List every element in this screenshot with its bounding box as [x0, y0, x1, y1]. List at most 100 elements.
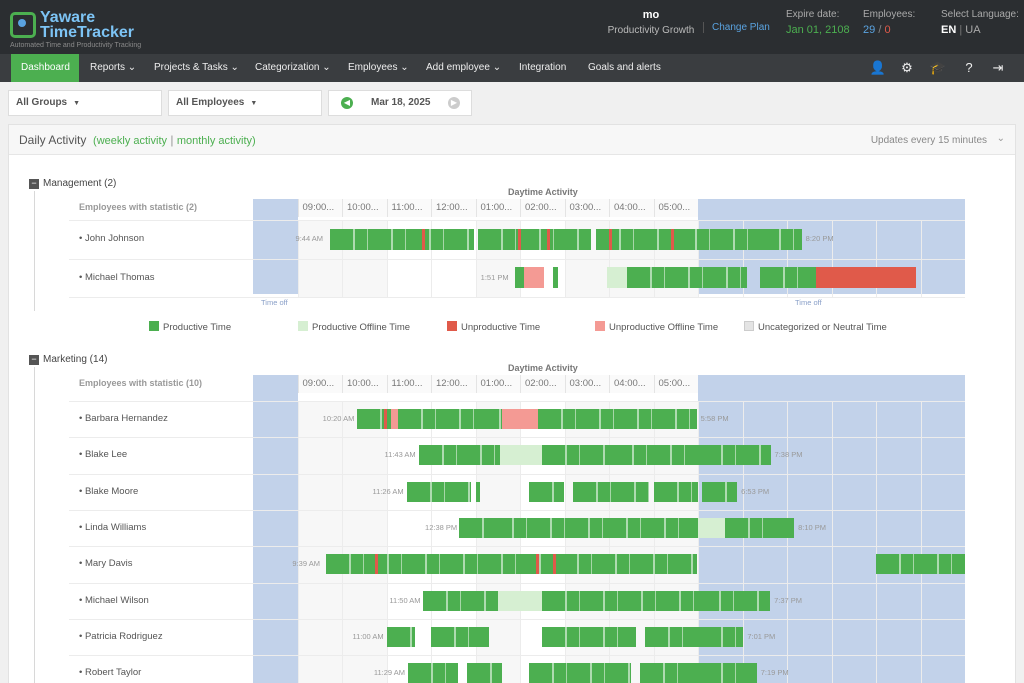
activity-segment-unproductive[interactable] — [384, 409, 388, 430]
activity-segment-productive[interactable] — [329, 228, 475, 250]
activity-segment-productive[interactable] — [595, 228, 756, 250]
activity-segment-productive[interactable] — [542, 590, 696, 611]
nav-integration[interactable]: Integration — [509, 54, 576, 82]
employee-name[interactable]: • Patricia Rodriguez — [79, 630, 163, 642]
nav-dashboard[interactable]: Dashboard — [11, 54, 79, 82]
logo-line2: TimeTracker — [40, 24, 134, 41]
employee-name[interactable]: • Michael Wilson — [79, 594, 149, 606]
activity-segment-productive[interactable] — [431, 626, 489, 647]
activity-segment-productive[interactable] — [514, 267, 525, 289]
group-name[interactable]: Management (2) — [43, 178, 117, 189]
activity-segment-productive[interactable] — [702, 481, 738, 502]
activity-segment-unproductive[interactable] — [671, 228, 675, 250]
activity-segment-unproductive[interactable] — [422, 228, 426, 250]
activity-segment-productive[interactable] — [724, 518, 779, 539]
activity-segment-productive[interactable] — [477, 228, 592, 250]
activity-segment-productive[interactable] — [653, 481, 698, 502]
activity-segment-productive[interactable] — [418, 445, 500, 466]
activity-segment-productive[interactable] — [406, 481, 472, 502]
language-ua[interactable]: UA — [965, 24, 981, 36]
activity-segment-unproductive[interactable] — [517, 228, 521, 250]
activity-segment-productive[interactable] — [407, 663, 458, 683]
activity-segment-productive[interactable] — [459, 518, 489, 539]
activity-segment-unproductive_offline[interactable] — [524, 267, 545, 289]
employee-name[interactable]: • Linda Williams — [79, 522, 147, 534]
activity-segment-productive[interactable] — [528, 481, 565, 502]
activity-segment-productive[interactable] — [626, 267, 747, 289]
activity-segment-unproductive[interactable] — [553, 554, 557, 575]
employee-name[interactable]: • John Johnson — [79, 233, 145, 245]
graduation-cap-icon[interactable]: 🎓 — [929, 60, 947, 75]
employee-name[interactable]: • Michael Thomas — [79, 271, 155, 283]
activity-segment-unproductive[interactable] — [815, 267, 917, 289]
activity-segment-productive[interactable] — [542, 445, 609, 466]
activity-segment-productive_offline[interactable] — [698, 518, 725, 539]
activity-segment-productive[interactable] — [644, 626, 698, 647]
nav-projects-tasks[interactable]: Projects & Tasks ⌄ — [144, 54, 249, 82]
nav-employees[interactable]: Employees ⌄ — [338, 54, 419, 82]
activity-segment-productive[interactable] — [488, 518, 698, 539]
groups-dropdown[interactable]: All Groups ▼ — [8, 90, 162, 116]
employee-name[interactable]: • Blake Lee — [79, 449, 128, 461]
activity-segment-unproductive[interactable] — [546, 228, 550, 250]
activity-segment-productive[interactable] — [537, 409, 697, 430]
help-icon[interactable]: ? — [965, 60, 973, 75]
activity-segment-productive[interactable] — [876, 554, 965, 575]
employee-name[interactable]: • Mary Davis — [79, 558, 133, 570]
monthly-activity-link[interactable]: monthly activity — [176, 135, 253, 147]
activity-segment-productive[interactable] — [528, 663, 632, 683]
activity-segment-productive[interactable] — [466, 663, 503, 683]
activity-segment-productive[interactable] — [640, 663, 698, 683]
row-divider — [69, 437, 965, 439]
activity-segment-unproductive[interactable] — [375, 554, 379, 575]
activity-segment-productive[interactable] — [778, 518, 795, 539]
activity-segment-productive[interactable] — [698, 445, 771, 466]
activity-segment-productive_offline[interactable] — [499, 445, 543, 466]
activity-segment-productive[interactable] — [755, 228, 802, 250]
activity-segment-unproductive[interactable] — [535, 554, 539, 575]
nav-categorization[interactable]: Categorization ⌄ — [245, 54, 341, 82]
prev-day-icon[interactable]: ◀ — [341, 97, 353, 109]
user-icon[interactable]: 👤 — [869, 60, 887, 75]
language-label: Select Language: — [941, 9, 1019, 20]
activity-segment-productive[interactable] — [573, 481, 650, 502]
employee-name[interactable]: • Robert Taylor — [79, 667, 142, 679]
hour-gridline — [431, 401, 432, 683]
activity-segment-productive[interactable] — [609, 445, 698, 466]
nav-goals-alerts[interactable]: Goals and alerts — [578, 54, 671, 82]
activity-segment-productive[interactable] — [386, 626, 416, 647]
activity-segment-unproductive_offline[interactable] — [502, 409, 538, 430]
activity-segment-productive[interactable] — [475, 481, 480, 502]
activity-segment-productive[interactable] — [698, 626, 744, 647]
activity-segment-productive[interactable] — [397, 409, 476, 430]
nav-reports[interactable]: Reports ⌄ — [80, 54, 146, 82]
current-date[interactable]: Mar 18, 2025 — [371, 97, 431, 108]
gear-icon[interactable]: ⚙ — [901, 60, 913, 75]
activity-segment-productive[interactable] — [326, 554, 697, 575]
activity-segment-productive_offline[interactable] — [606, 267, 627, 289]
nav-add-employee[interactable]: Add employee ⌄ — [416, 54, 511, 82]
change-plan-link[interactable]: Change Plan — [703, 22, 770, 33]
activity-segment-productive[interactable] — [698, 663, 757, 683]
activity-segment-productive[interactable] — [542, 626, 636, 647]
activity-segment-productive_offline[interactable] — [497, 590, 543, 611]
employee-name[interactable]: • Barbara Hernandez — [79, 413, 168, 425]
weekly-activity-link[interactable]: weekly activity — [96, 135, 167, 147]
employees-dropdown[interactable]: All Employees ▼ — [168, 90, 322, 116]
employee-name[interactable]: • Blake Moore — [79, 485, 139, 497]
activity-segment-productive[interactable] — [760, 267, 816, 289]
sign-out-icon[interactable]: ⇥ — [992, 60, 1004, 75]
group-name[interactable]: Marketing (14) — [43, 354, 108, 365]
activity-segment-productive[interactable] — [695, 590, 771, 611]
activity-segment-productive[interactable] — [356, 409, 391, 430]
activity-segment-unproductive_offline[interactable] — [390, 409, 398, 430]
activity-segment-productive[interactable] — [553, 267, 558, 289]
collapse-chevron-icon[interactable]: ⌄ — [996, 133, 1005, 144]
next-day-icon[interactable]: ▶ — [448, 97, 460, 109]
group-collapse-icon[interactable]: − — [29, 355, 39, 365]
activity-segment-unproductive[interactable] — [609, 228, 612, 250]
activity-segment-productive[interactable] — [475, 409, 503, 430]
group-collapse-icon[interactable]: − — [29, 179, 39, 189]
language-en[interactable]: EN — [941, 24, 957, 36]
activity-segment-productive[interactable] — [423, 590, 498, 611]
